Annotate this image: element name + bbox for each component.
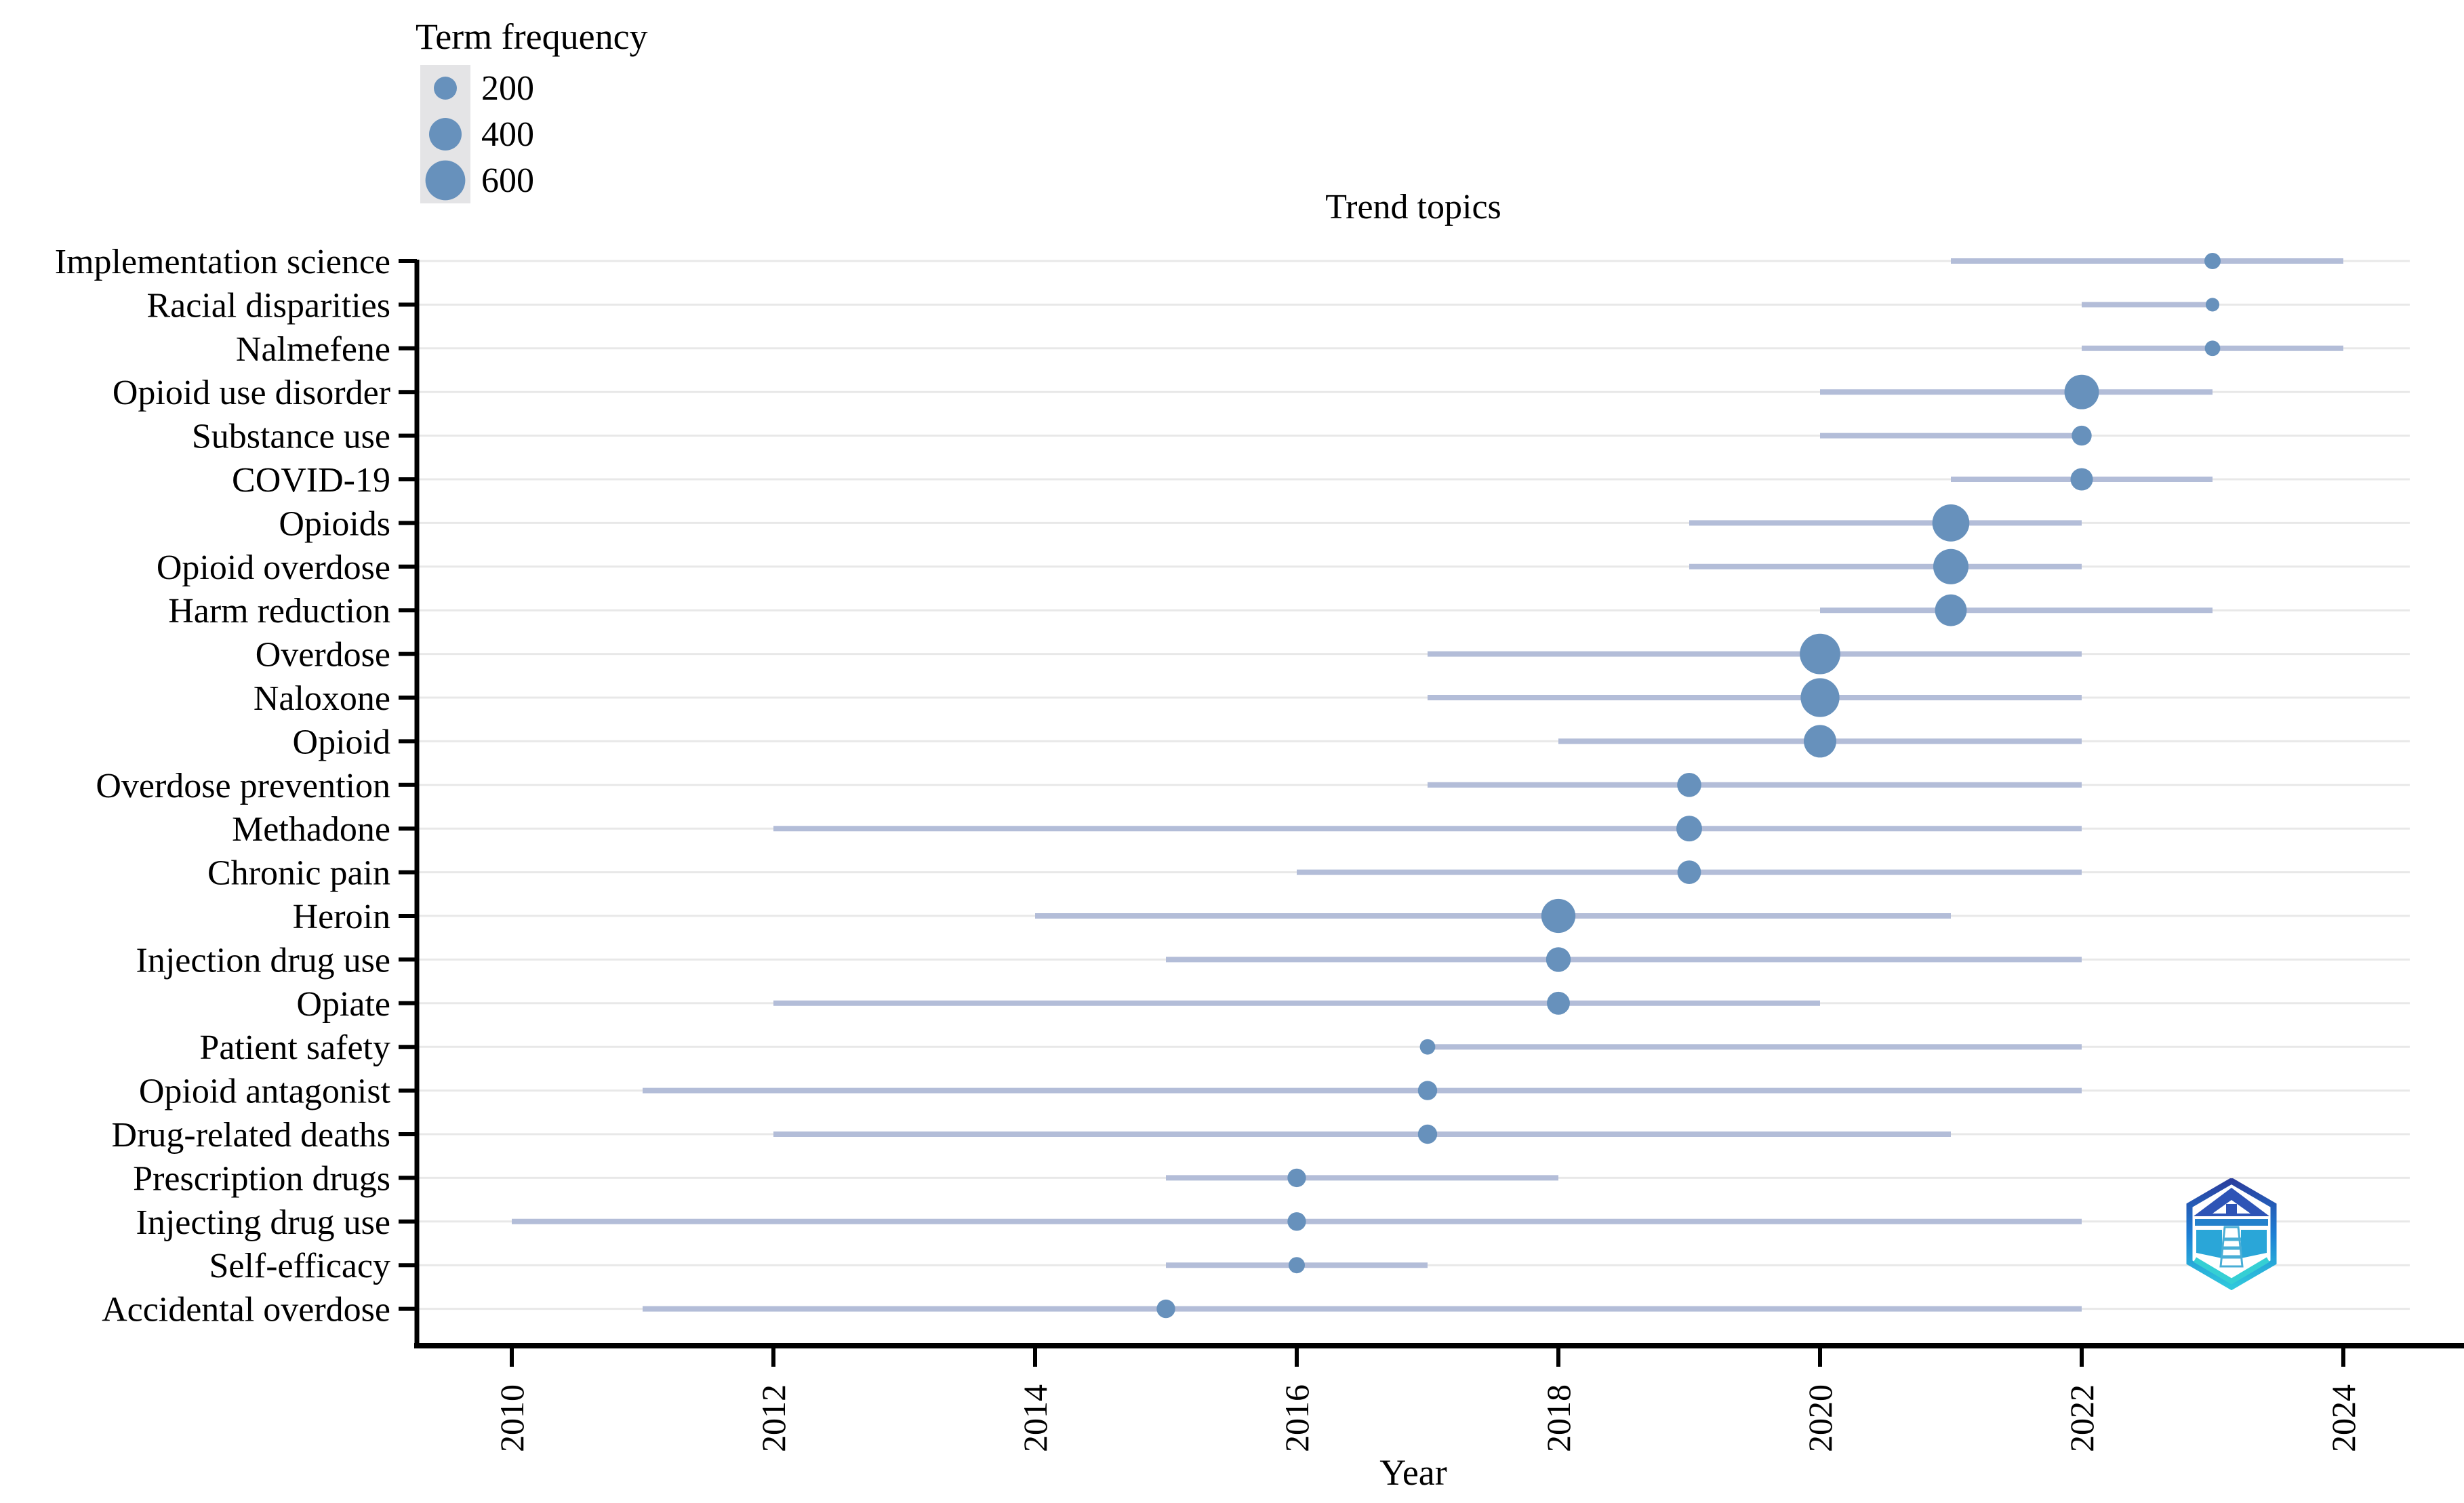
y-axis-label: Substance use (192, 418, 390, 456)
y-axis-label: Heroin (293, 898, 390, 936)
x-tick-label: 2022 (2063, 1384, 2101, 1452)
y-axis-label: COVID-19 (232, 461, 390, 500)
logo-tower-stripes (2221, 1237, 2242, 1259)
y-axis-label: Chronic pain (207, 854, 390, 893)
y-axis-label: Naloxone (254, 679, 390, 718)
y-axis-label: Implementation science (55, 243, 390, 281)
chart-title: Trend topics (1325, 188, 1501, 226)
bubble-opioids (1932, 504, 1970, 542)
bubble-opioid-use-disorder (2064, 374, 2099, 409)
bubble-prescription-drugs (1287, 1168, 1306, 1188)
bubble-drug-related-deaths (1417, 1124, 1438, 1144)
legend-bubble-600 (425, 160, 466, 201)
bubble-opiate (1547, 991, 1570, 1015)
y-axis-label: Opiate (296, 985, 390, 1024)
bibliometrix-logo (2186, 1178, 2277, 1290)
legend-size-label: 600 (481, 161, 534, 200)
y-axis-label: Opioid antagonist (139, 1073, 391, 1111)
bubble-naloxone (1800, 678, 1840, 717)
bubble-implementation-science (2204, 253, 2221, 269)
y-axis-label: Injection drug use (136, 941, 390, 980)
bubble-overdose-prevention (1677, 773, 1701, 797)
y-axis-label: Overdose prevention (96, 767, 390, 805)
logo-right-panel (2241, 1230, 2267, 1258)
bubble-covid-19 (2070, 468, 2093, 491)
bubble-racial-disparities (2205, 298, 2220, 312)
y-axis-label: Drug-related deaths (112, 1116, 390, 1155)
legend-size-label: 400 (481, 115, 534, 154)
x-tick-label: 2010 (493, 1384, 531, 1452)
bubble-injection-drug-use (1546, 947, 1571, 972)
y-axis-label: Patient safety (199, 1028, 390, 1067)
bubble-substance-use (2072, 425, 2092, 446)
bubble-opioid-antagonist (1417, 1081, 1438, 1100)
y-axis-label: Methadone (232, 810, 390, 849)
legend-bubble-200 (434, 77, 457, 100)
x-tick-label: 2020 (1801, 1384, 1839, 1452)
bubble-self-efficacy (1289, 1257, 1305, 1274)
bubble-accidental-overdose (1156, 1299, 1175, 1319)
legend-title: Term frequency (416, 16, 648, 57)
x-tick-label: 2012 (754, 1384, 792, 1452)
logo-base-chevron (2193, 1257, 2270, 1285)
bubble-opioid-overdose (1933, 548, 1969, 584)
x-tick-label: 2018 (1539, 1384, 1577, 1452)
x-tick-label: 2014 (1016, 1384, 1054, 1452)
bubble-heroin (1541, 898, 1576, 934)
bubble-injecting-drug-use (1287, 1212, 1306, 1231)
y-axis-label: Opioid use disorder (113, 374, 390, 412)
bubble-chronic-pain (1677, 860, 1701, 884)
y-axis-label: Opioid (293, 723, 390, 761)
y-axis-label: Nalmefene (236, 330, 390, 369)
x-axis-title: Year (1379, 1452, 1447, 1493)
x-tick-label: 2024 (2324, 1384, 2362, 1452)
y-axis-label: Accidental overdose (102, 1291, 390, 1329)
bubble-opioid (1804, 725, 1836, 758)
y-axis-label: Harm reduction (168, 592, 390, 630)
y-axis-label: Racial disparities (146, 286, 390, 325)
legend-bubble-400 (429, 118, 462, 151)
bubble-patient-safety (1419, 1039, 1436, 1055)
y-axis-label: Opioids (279, 504, 390, 543)
bubble-methadone (1676, 816, 1702, 842)
y-axis-label: Self-efficacy (209, 1247, 390, 1285)
y-axis-label: Overdose (256, 636, 390, 675)
bubble-harm-reduction (1935, 594, 1967, 626)
bubble-nalmefene (2204, 340, 2221, 357)
y-axis-label: Prescription drugs (133, 1159, 390, 1198)
y-axis-label: Injecting drug use (136, 1203, 390, 1242)
logo-band (2195, 1219, 2268, 1226)
logo-left-panel (2196, 1230, 2222, 1258)
x-tick-label: 2016 (1278, 1384, 1316, 1452)
logo-lantern (2226, 1204, 2237, 1214)
legend-size-label: 200 (481, 69, 534, 108)
bubble-overdose (1800, 633, 1840, 675)
y-axis-label: Opioid overdose (157, 548, 390, 587)
